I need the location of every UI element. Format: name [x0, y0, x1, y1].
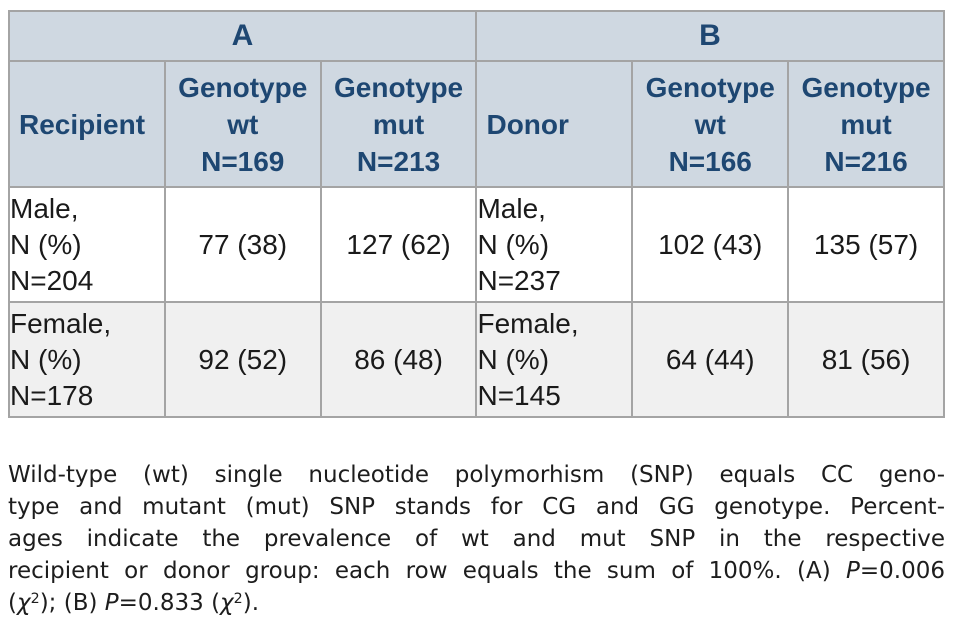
- caption-italic-text: P: [846, 558, 860, 584]
- group-header-a: A: [7, 10, 478, 62]
- caption-line: recipient or donor group: each row equal…: [8, 555, 945, 587]
- caption-text: =0.006: [859, 558, 945, 584]
- table-caption: Wild-type (wt) single nucleotide polymor…: [8, 459, 945, 619]
- caption-text: ).: [242, 590, 260, 616]
- caption-text: ); (B): [39, 590, 105, 616]
- caption-italic-text: χ: [16, 590, 31, 616]
- value-recipient-female-mut: 86 (48): [319, 301, 478, 418]
- row-label-donor-female: Female, N (%) N=145: [475, 301, 634, 418]
- column-header-donor-genotype-wt: Genotype wt N=166: [631, 60, 790, 188]
- row-label-recipient-male: Male, N (%) N=204: [8, 186, 166, 303]
- caption-italic-text: P: [104, 590, 119, 616]
- caption-line: ages indicate the prevalence of wt and m…: [8, 523, 945, 555]
- genotype-table: A B Recipient Genotype wt N=169 Genotype…: [7, 10, 945, 418]
- column-header-donor-genotype-mut: Genotype mut N=216: [787, 60, 945, 188]
- column-header-recipient-genotype-wt: Genotype wt N=169: [163, 60, 322, 188]
- caption-line: (χ2); (B) P=0.833 (χ2).: [8, 587, 945, 619]
- row-label-donor-male: Male, N (%) N=237: [475, 186, 634, 303]
- value-recipient-male-wt: 77 (38): [163, 186, 322, 303]
- value-donor-male-mut: 135 (57): [787, 186, 945, 303]
- value-recipient-female-wt: 92 (52): [163, 301, 322, 418]
- caption-line: Wild-type (wt) single nucleotide polymor…: [8, 459, 945, 491]
- column-header-recipient-genotype-mut: Genotype mut N=213: [319, 60, 478, 188]
- caption-superscript: 2: [30, 590, 40, 607]
- caption-text: ages indicate the prevalence of wt and m…: [8, 526, 945, 552]
- value-donor-female-mut: 81 (56): [787, 301, 945, 418]
- caption-text: recipient or donor group: each row equal…: [8, 558, 846, 584]
- caption-superscript: 2: [233, 590, 243, 607]
- group-header-b: B: [475, 10, 945, 62]
- caption-italic-text: χ: [220, 590, 234, 616]
- caption-line: type and mutant (mut) SNP stands for CG …: [8, 491, 945, 523]
- value-recipient-male-mut: 127 (62): [319, 186, 478, 303]
- row-label-recipient-female: Female, N (%) N=178: [8, 301, 166, 418]
- caption-text: (: [8, 590, 17, 616]
- table-row-male: Male, N (%) N=204 77 (38) 127 (62) Male,…: [8, 186, 945, 303]
- group-header-row: A B: [7, 10, 945, 62]
- caption-text: type and mutant (mut) SNP stands for CG …: [8, 494, 945, 520]
- column-header-recipient: Recipient: [8, 60, 166, 188]
- caption-text: Wild-type (wt) single nucleotide polymor…: [8, 462, 945, 488]
- value-donor-male-wt: 102 (43): [631, 186, 790, 303]
- value-donor-female-wt: 64 (44): [631, 301, 790, 418]
- table-row-female: Female, N (%) N=178 92 (52) 86 (48) Fema…: [8, 301, 945, 418]
- column-header-row: Recipient Genotype wt N=169 Genotype mut…: [8, 60, 945, 188]
- column-header-donor: Donor: [475, 60, 634, 188]
- caption-text: =0.833 (: [118, 590, 221, 616]
